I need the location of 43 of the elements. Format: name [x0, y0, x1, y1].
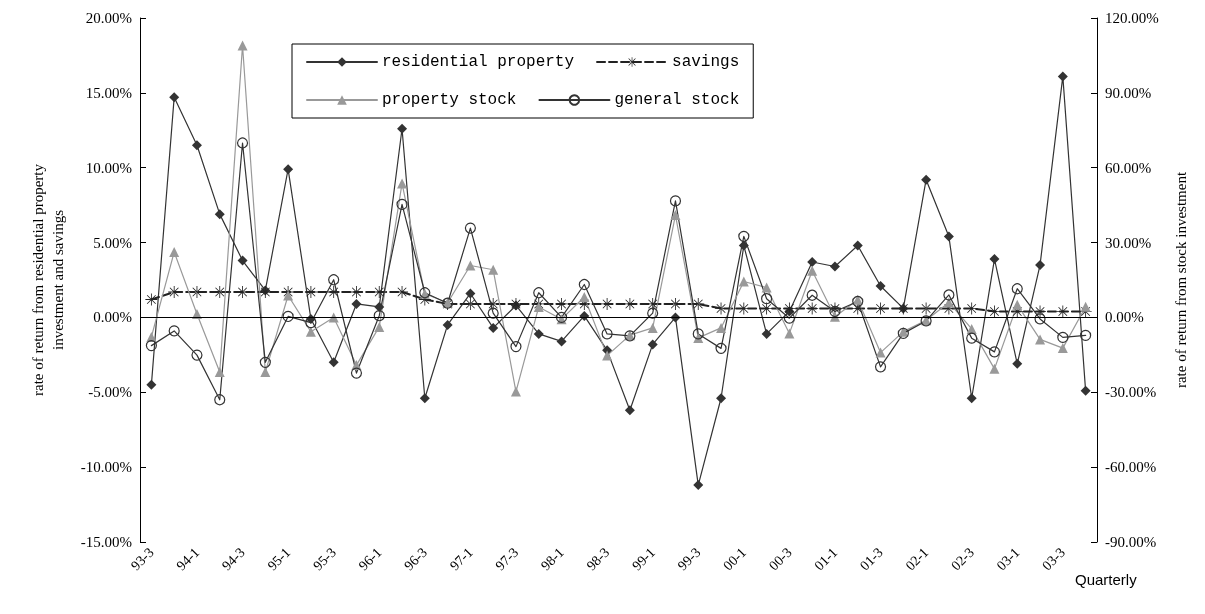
y-tick-label: 15.00% — [85, 84, 132, 101]
y2-tick-label: 0.00% — [1105, 309, 1144, 326]
legend-label: property stock — [382, 91, 517, 109]
y-tick-label: -15.00% — [80, 534, 132, 550]
x-tick-label: 96-1 — [355, 544, 385, 574]
x-tick-label: 00-3 — [765, 544, 795, 574]
x-tick-label: 99-1 — [629, 544, 658, 574]
x-tick-label: 03-1 — [993, 544, 1023, 574]
y-tick-label: 5.00% — [93, 234, 132, 251]
y2-tick-label: -60.00% — [1105, 459, 1157, 476]
x-tick-label: 96-3 — [401, 544, 431, 574]
x-tick-label: 94-3 — [219, 544, 248, 574]
x-tick-label: 02-1 — [902, 544, 932, 574]
y-tick-label: 0.00% — [93, 309, 132, 326]
x-tick-label: 97-1 — [446, 544, 476, 574]
legend-label: savings — [672, 53, 740, 71]
x-tick-label: 00-1 — [720, 544, 750, 574]
y2-tick-label: -30.00% — [1105, 384, 1157, 401]
x-tick-label: 94-1 — [173, 544, 203, 574]
y-tick-label: 10.00% — [85, 159, 132, 176]
x-tick-label: 95-3 — [310, 544, 339, 574]
legend-label: residential property — [382, 53, 575, 71]
y-tick-label: 20.00% — [85, 10, 132, 26]
legend-label: general stock — [614, 91, 740, 109]
y-tick-label: -5.00% — [88, 384, 132, 401]
x-tick-label: 95-1 — [264, 544, 294, 574]
x-tick-label: 99-3 — [674, 544, 704, 574]
x-tick-label: 03-3 — [1039, 544, 1069, 574]
y2-tick-label: 30.00% — [1105, 234, 1152, 251]
x-axis-title: Quarterly — [1075, 571, 1138, 588]
y2-tick-label: 120.00% — [1105, 10, 1159, 26]
x-tick-label: 98-3 — [583, 544, 613, 574]
x-tick-label: 01-3 — [857, 544, 886, 574]
y2-axis-title: rate of return from stock investment — [1173, 171, 1189, 389]
x-tick-label: 97-3 — [492, 544, 522, 574]
y-tick-label: -10.00% — [80, 459, 132, 476]
y2-tick-label: 90.00% — [1105, 84, 1152, 101]
y-axis-title: rate of return from residential property investment and savings — [30, 163, 66, 396]
x-tick-label: 98-1 — [538, 544, 567, 574]
x-tick-label: 02-3 — [948, 544, 977, 574]
y2-tick-label: -90.00% — [1105, 534, 1157, 550]
y2-tick-label: 60.00% — [1105, 159, 1152, 176]
x-tick-label: 01-1 — [811, 544, 841, 574]
